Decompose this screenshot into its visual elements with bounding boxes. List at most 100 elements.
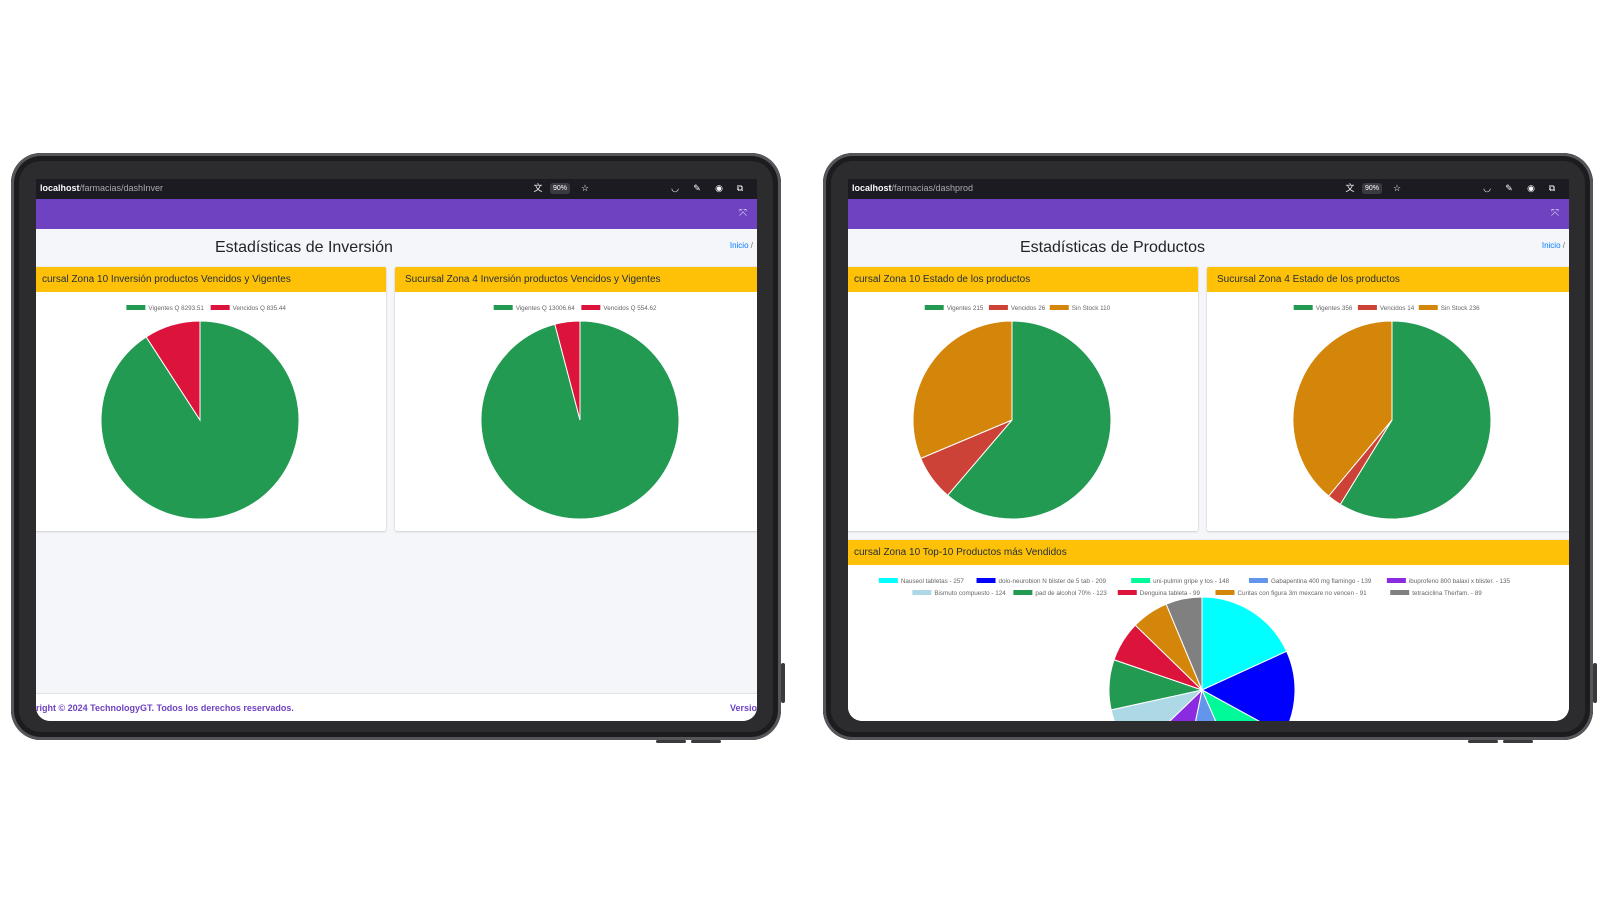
pie-chart-svg: Vigentes 215 Vencidos 26 Sin Stock 110 [912, 305, 1112, 520]
legend-swatch-dolo-neurobion-n-blister-de-5-tab-209[interactable] [976, 578, 996, 583]
legend-label-sin-stock-110[interactable]: Sin Stock 110 [1072, 305, 1111, 312]
pie-slice-sin-stock-110[interactable] [912, 320, 1013, 460]
legend-label-gabapentina-400-mg-flamingo-139[interactable]: Gabapentina 400 mg flamingo - 139 [1271, 578, 1372, 585]
pie-slice-nauseol-tabletas-257[interactable] [1201, 596, 1288, 691]
screen-right: localhost/farmacias/dashprod 文 90% ☆ ◡ ✎… [848, 179, 1569, 721]
legend-label-denguina-tableta-99[interactable]: Denguina tableta - 99 [1140, 590, 1201, 597]
breadcrumb-separator: / [750, 241, 753, 250]
pie-chart-svg: Vigentes 356 Vencidos 14 Sin Stock 236 [1292, 305, 1492, 520]
legend-label-vencidos-14[interactable]: Vencidos 14 [1380, 305, 1415, 312]
legend-label-vigentes-q-13006-64[interactable]: Vigentes Q 13006.64 [516, 305, 576, 312]
legend-label-vencidos-q-554-62[interactable]: Vencidos Q 554.62 [603, 305, 657, 312]
legend-swatch-gabapentina-400-mg-flamingo-139[interactable] [1248, 578, 1268, 583]
legend-swatch-sin-stock-110[interactable] [1049, 305, 1069, 310]
legend-swatch-curitas-con-figura-3m-mexcare-no-vencen-91[interactable] [1215, 590, 1235, 595]
tablet-bottom-button [1503, 740, 1533, 743]
legend-swatch-vigentes-215[interactable] [924, 305, 944, 310]
tablet-bottom-button [656, 740, 686, 743]
pocket-icon[interactable]: ◡ [1483, 183, 1491, 193]
legend-label-curitas-con-figura-3m-mexcare-no-vencen-91[interactable]: Curitas con figura 3m mexcare no vencen … [1237, 590, 1367, 597]
content-header: Estadísticas de Productos Inicio / [848, 229, 1569, 267]
legend-swatch-vigentes-q-13006-64[interactable] [493, 305, 513, 310]
chart-card-zona10-estado: cursal Zona 10 Estado de los productos V… [848, 267, 1198, 531]
breadcrumb-home-link[interactable]: Inicio [1541, 241, 1561, 250]
legend-swatch-vencidos-14[interactable] [1357, 305, 1377, 310]
translate-icon[interactable]: 文 [533, 183, 543, 193]
zoom-badge[interactable]: 90% [550, 183, 571, 194]
legend-swatch-vencidos-q-835-44[interactable] [210, 305, 230, 310]
legend-label-vencidos-q-835-44[interactable]: Vencidos Q 835.44 [233, 305, 287, 312]
account-icon[interactable]: ◉ [715, 183, 723, 193]
card-title: Sucursal Zona 4 Inversión productos Venc… [395, 267, 757, 292]
browser-toolbar: localhost/farmacias/dashInver 文 90% ☆ ◡ … [36, 179, 757, 199]
url-bar[interactable]: localhost/farmacias/dashInver [40, 183, 163, 193]
legend-label-vigentes-q-8293-51[interactable]: Vigentes Q 8293.51 [148, 305, 204, 312]
legend-swatch-ibuprofeno-800-balaxi-x-blister-135[interactable] [1386, 578, 1406, 583]
chart-card-top10: cursal Zona 10 Top-10 Productos más Vend… [848, 540, 1569, 721]
bookmark-star-icon[interactable]: ☆ [580, 183, 590, 193]
browser-toolbar: localhost/farmacias/dashprod 文 90% ☆ ◡ ✎… [848, 179, 1569, 199]
pie-slice-vencidos-q-835-44[interactable] [145, 320, 201, 422]
extensions-icon[interactable]: ⧉ [736, 183, 744, 193]
chart-card-zona4-estado: Sucursal Zona 4 Estado de los productos … [1207, 267, 1569, 531]
pie-slice-ibuprofeno-800-balaxi-x-blister-135[interactable] [1135, 688, 1203, 721]
tablet-side-button [1593, 663, 1597, 703]
pie-chart-svg: Vigentes Q 8293.51 Vencidos Q 835.44 [100, 305, 300, 520]
tablet-side-button [781, 663, 785, 703]
tablet-frame-left: localhost/farmacias/dashInver 文 90% ☆ ◡ … [11, 153, 785, 743]
pie-slice-tetraciclina-therfam-89[interactable] [1165, 596, 1203, 691]
legend-label-bismuto-compuesto-124[interactable]: Bismuto compuesto - 124 [934, 590, 1006, 597]
account-icon[interactable]: ◉ [1527, 183, 1535, 193]
url-path: /farmacias/dashInver [79, 183, 164, 193]
legend-label-dolo-neurobion-n-blister-de-5-tab-209[interactable]: dolo-neurobion N blister de 5 tab - 209 [999, 578, 1107, 585]
url-bar[interactable]: localhost/farmacias/dashprod [852, 183, 973, 193]
legend-swatch-nauseol-tabletas-257[interactable] [878, 578, 898, 583]
pie-slice-dolo-neurobion-n-blister-de-5-tab-209[interactable] [1200, 650, 1296, 721]
bookmark-star-icon[interactable]: ☆ [1392, 183, 1402, 193]
pie-slice-vigentes-215[interactable] [946, 320, 1112, 520]
legend-swatch-pad-de-alcohol-70-123[interactable] [1013, 590, 1033, 595]
pie-chart-svg: Nauseol tabletas - 257 dolo-neurobion N b… [878, 578, 1511, 721]
top-navbar: ⤧ [848, 199, 1569, 229]
legend-swatch-vigentes-q-8293-51[interactable] [126, 305, 146, 310]
fullscreen-icon[interactable]: ⤧ [739, 208, 747, 219]
fullscreen-icon[interactable]: ⤧ [1551, 208, 1559, 219]
legend-swatch-uni-pulmin-gripe-y-tos-148[interactable] [1131, 578, 1151, 583]
translate-icon[interactable]: 文 [1345, 183, 1355, 193]
breadcrumb: Inicio / [1542, 241, 1565, 250]
legend-swatch-vigentes-356[interactable] [1293, 305, 1313, 310]
legend-swatch-vencidos-26[interactable] [988, 305, 1008, 310]
pie-slice-vigentes-356[interactable] [1339, 320, 1492, 520]
pocket-icon[interactable]: ◡ [671, 183, 679, 193]
page-title: Estadísticas de Productos [1020, 239, 1205, 256]
legend-label-nauseol-tabletas-257[interactable]: Nauseol tabletas - 257 [901, 578, 965, 585]
url-path: /farmacias/dashprod [891, 183, 974, 193]
chart-card-zona10-inversion: cursal Zona 10 Inversión productos Venci… [36, 267, 386, 531]
legend-label-vigentes-356[interactable]: Vigentes 356 [1316, 305, 1353, 312]
legend-swatch-sin-stock-236[interactable] [1418, 305, 1438, 310]
legend-swatch-vencidos-q-554-62[interactable] [581, 305, 601, 310]
pie-slice-uni-pulmin-gripe-y-tos-148[interactable] [1200, 688, 1284, 721]
legend-swatch-tetraciclina-therfam-89[interactable] [1390, 590, 1410, 595]
legend-swatch-bismuto-compuesto-124[interactable] [912, 590, 932, 595]
legend-label-pad-de-alcohol-70-123[interactable]: pad de alcohol 70% - 123 [1035, 590, 1107, 597]
legend-swatch-denguina-tableta-99[interactable] [1117, 590, 1137, 595]
pie-slice-vencidos-q-554-62[interactable] [554, 320, 581, 421]
breadcrumb-home-link[interactable]: Inicio [729, 241, 749, 250]
chart-card-zona4-inversion: Sucursal Zona 4 Inversión productos Venc… [395, 267, 757, 531]
legend-label-sin-stock-236[interactable]: Sin Stock 236 [1441, 305, 1480, 312]
legend-label-vigentes-215[interactable]: Vigentes 215 [947, 305, 984, 312]
pie-slice-sin-stock-236[interactable] [1292, 320, 1393, 497]
legend-label-ibuprofeno-800-balaxi-x-blister-135[interactable]: ibuprofeno 800 balaxi x blister. - 135 [1409, 578, 1511, 585]
tools-icon[interactable]: ✎ [1505, 183, 1513, 193]
tools-icon[interactable]: ✎ [693, 183, 701, 193]
legend-label-tetraciclina-therfam-89[interactable]: tetraciclina Therfam. - 89 [1412, 590, 1482, 597]
url-host: localhost [852, 183, 892, 193]
zoom-badge[interactable]: 90% [1362, 183, 1383, 194]
card-title: cursal Zona 10 Estado de los productos [848, 267, 1198, 292]
card-title: Sucursal Zona 4 Estado de los productos [1207, 267, 1569, 292]
extensions-icon[interactable]: ⧉ [1548, 183, 1556, 193]
legend-label-vencidos-26[interactable]: Vencidos 26 [1011, 305, 1046, 312]
card-title: cursal Zona 10 Top-10 Productos más Vend… [848, 540, 1569, 565]
legend-label-uni-pulmin-gripe-y-tos-148[interactable]: uni-pulmin gripe y tos - 148 [1153, 578, 1229, 585]
